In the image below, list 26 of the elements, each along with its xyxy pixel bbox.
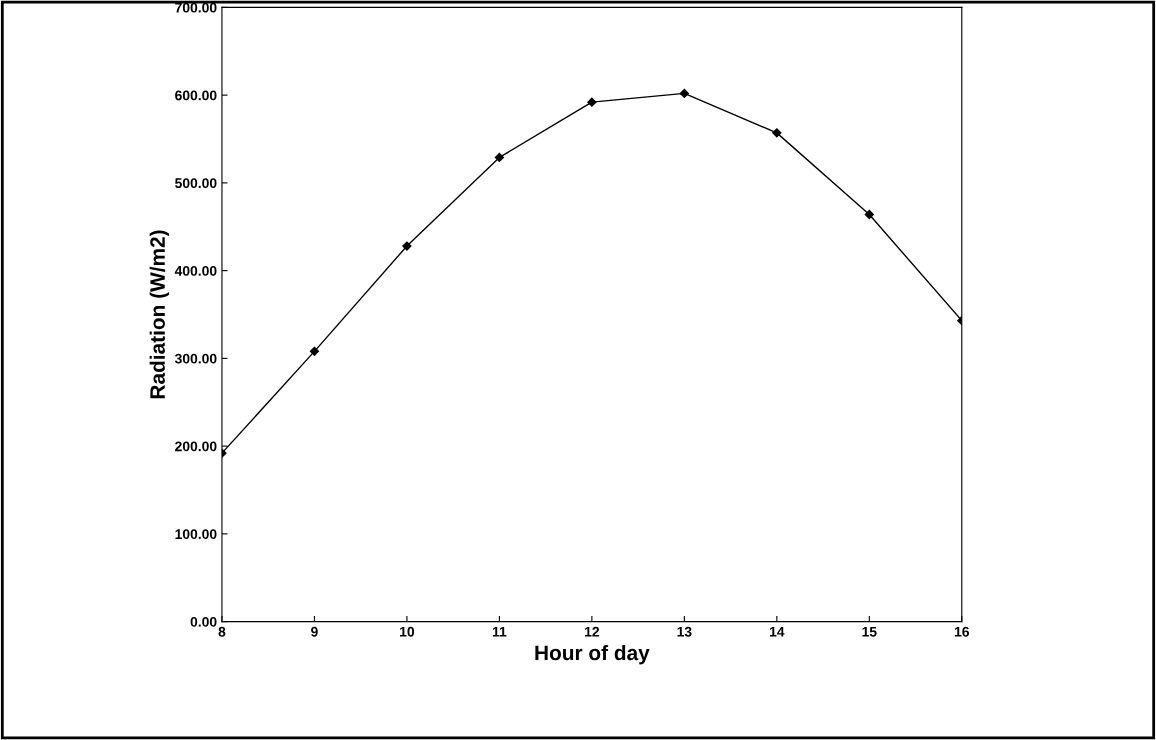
point bbox=[309, 346, 320, 356]
y-tick-label: 400.00 bbox=[174, 265, 217, 276]
x-tick-label: 16 bbox=[954, 626, 970, 637]
y-tick-label: 600.00 bbox=[175, 90, 217, 101]
x-tick-label: 10 bbox=[400, 626, 415, 637]
y-tick-label: 0.00 bbox=[190, 616, 217, 627]
x-tick-label: 8 bbox=[218, 626, 226, 637]
y-tick-label: 300.00 bbox=[174, 353, 217, 364]
y-axis-title: Radiation (W/m2) bbox=[149, 230, 170, 399]
x-tick-label: 11 bbox=[492, 626, 507, 637]
point bbox=[494, 152, 505, 163]
point bbox=[402, 241, 412, 251]
y-tick-label: 700.00 bbox=[175, 2, 217, 13]
x-tick-label: 9 bbox=[311, 626, 318, 637]
x-tick-label: 14 bbox=[769, 626, 785, 637]
x-tick-label: 15 bbox=[862, 626, 877, 637]
y-tick-label: 500.00 bbox=[175, 178, 217, 189]
x-axis-title: Hour of day bbox=[535, 644, 650, 665]
x-tick-label: 13 bbox=[677, 626, 692, 637]
point bbox=[679, 88, 689, 99]
point bbox=[587, 97, 597, 107]
y-tick-label: 200.00 bbox=[175, 441, 217, 452]
point bbox=[772, 128, 782, 138]
y-tick-label: 100.00 bbox=[175, 529, 217, 540]
point bbox=[864, 209, 874, 220]
x-tick-label: 12 bbox=[585, 626, 600, 637]
